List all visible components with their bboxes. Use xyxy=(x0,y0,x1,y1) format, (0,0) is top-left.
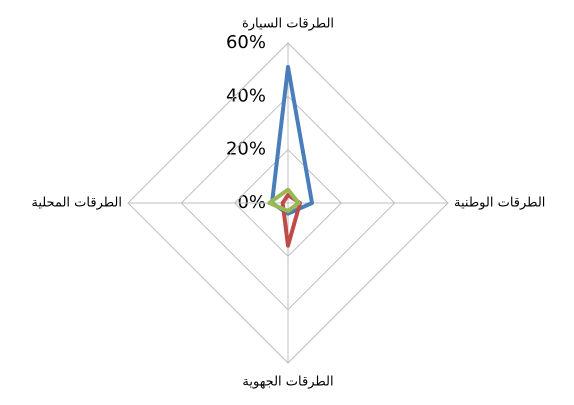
category-label: الطرقات السيارة xyxy=(242,17,334,32)
category-label: الطرقات الوطنية xyxy=(454,196,545,211)
category-label: الطرقات الجهوية xyxy=(242,375,333,390)
series-line xyxy=(270,65,314,216)
tick-label: 60% xyxy=(226,32,266,53)
tick-label: 20% xyxy=(226,139,266,160)
category-label: الطرقات المحلية xyxy=(31,196,122,211)
tick-label: 40% xyxy=(226,85,266,106)
series-line xyxy=(267,187,301,213)
